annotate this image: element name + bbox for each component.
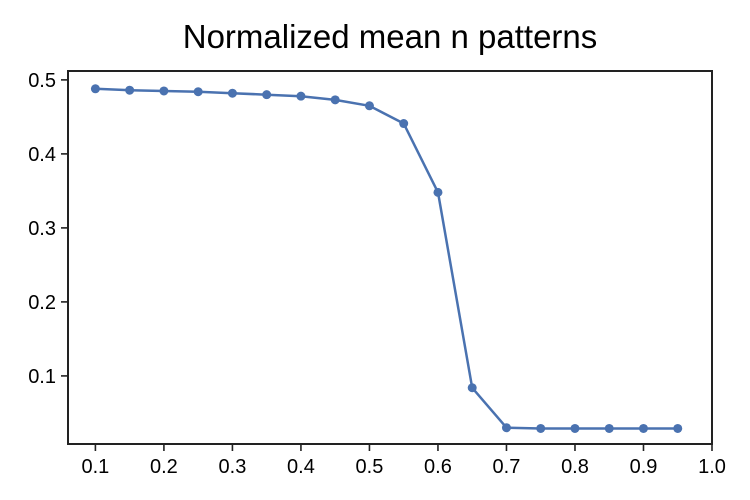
data-point <box>90 84 100 94</box>
x-tick-label: 0.3 <box>219 456 247 478</box>
x-tick-label: 0.7 <box>493 456 521 478</box>
series-line <box>95 87 678 430</box>
data-point <box>262 90 272 100</box>
data-point <box>364 101 374 111</box>
x-tick-label: 0.8 <box>561 456 589 478</box>
y-tick-label: 0.5 <box>28 70 56 92</box>
x-tick-label: 1.0 <box>698 456 726 478</box>
data-point <box>501 423 511 433</box>
data-point <box>673 423 683 433</box>
y-tick-label: 0.2 <box>28 292 56 314</box>
data-point <box>125 85 135 95</box>
x-tick-label: 0.9 <box>630 456 658 478</box>
plot-frame <box>67 70 713 445</box>
y-tick-label: 0.4 <box>28 144 56 166</box>
data-point <box>330 95 340 105</box>
data-point <box>227 88 237 98</box>
data-point <box>433 187 443 197</box>
data-point <box>296 91 306 101</box>
chart-title: Normalized mean n patterns <box>183 18 598 55</box>
x-tick-label: 0.2 <box>150 456 178 478</box>
data-point <box>536 423 546 433</box>
plot-area: 0.1 0.2 0.3 0.4 0.5 0.6 0.7 0.8 0.9 1.0 0.1 0.2 0.3 0… <box>28 70 726 478</box>
y-tick-label: 0.1 <box>28 366 56 388</box>
data-point <box>193 87 203 97</box>
data-point <box>467 383 477 393</box>
x-tick-label: 0.5 <box>356 456 384 478</box>
y-tick-label: 0.3 <box>28 218 56 240</box>
data-point <box>399 119 409 129</box>
x-tick-label: 0.4 <box>287 456 315 478</box>
data-point <box>159 86 169 96</box>
data-point <box>604 423 614 433</box>
x-tick-label: 0.1 <box>81 456 109 478</box>
data-point <box>570 423 580 433</box>
x-tick-label: 0.6 <box>424 456 452 478</box>
data-point <box>638 423 648 433</box>
